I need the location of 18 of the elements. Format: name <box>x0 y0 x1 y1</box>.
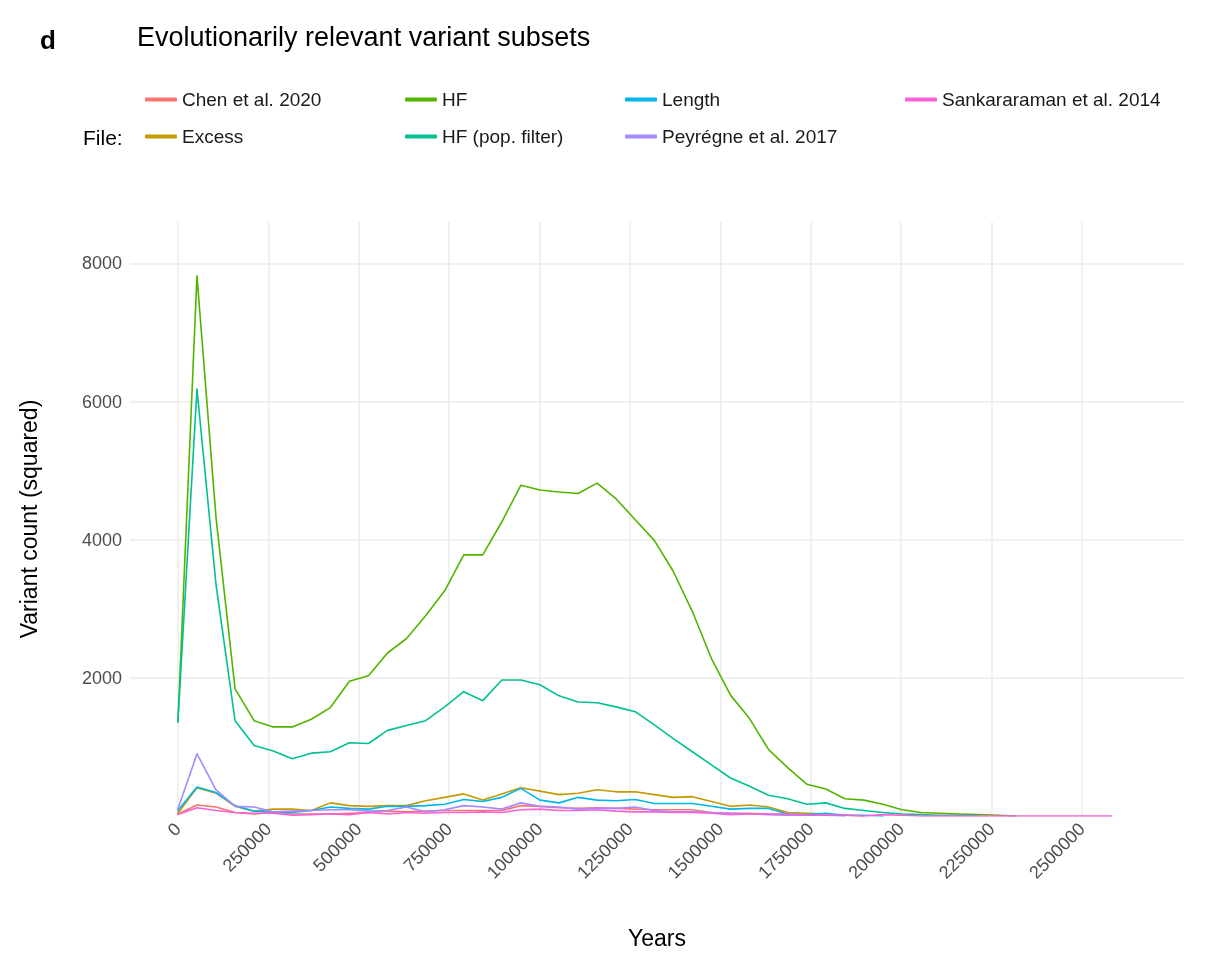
text: d <box>40 25 56 55</box>
legend-label: HF (pop. filter) <box>442 126 564 147</box>
legend-label: Chen et al. 2020 <box>182 89 322 110</box>
x-tick-label: 0 <box>163 818 185 841</box>
y-axis-title: Variant count (squared) <box>15 399 42 639</box>
legend-title: File: <box>83 126 123 149</box>
legend-label: Length <box>662 89 721 110</box>
x-axis-title: Years <box>628 924 686 951</box>
legend-label: Sankararaman et al. 2014 <box>942 89 1162 110</box>
y-tick-label: 4000 <box>81 529 122 550</box>
y-tick-label: 2000 <box>81 667 122 688</box>
legend-label: Excess <box>182 126 244 147</box>
legend-label: Peyrégne et al. 2017 <box>662 126 838 147</box>
y-tick-label: 8000 <box>81 253 122 274</box>
chart-title: Evolutionarily relevant variant subsets <box>137 21 591 52</box>
y-tick-label: 6000 <box>81 391 122 412</box>
legend-label: HF <box>442 89 468 110</box>
line-series <box>177 806 1113 817</box>
